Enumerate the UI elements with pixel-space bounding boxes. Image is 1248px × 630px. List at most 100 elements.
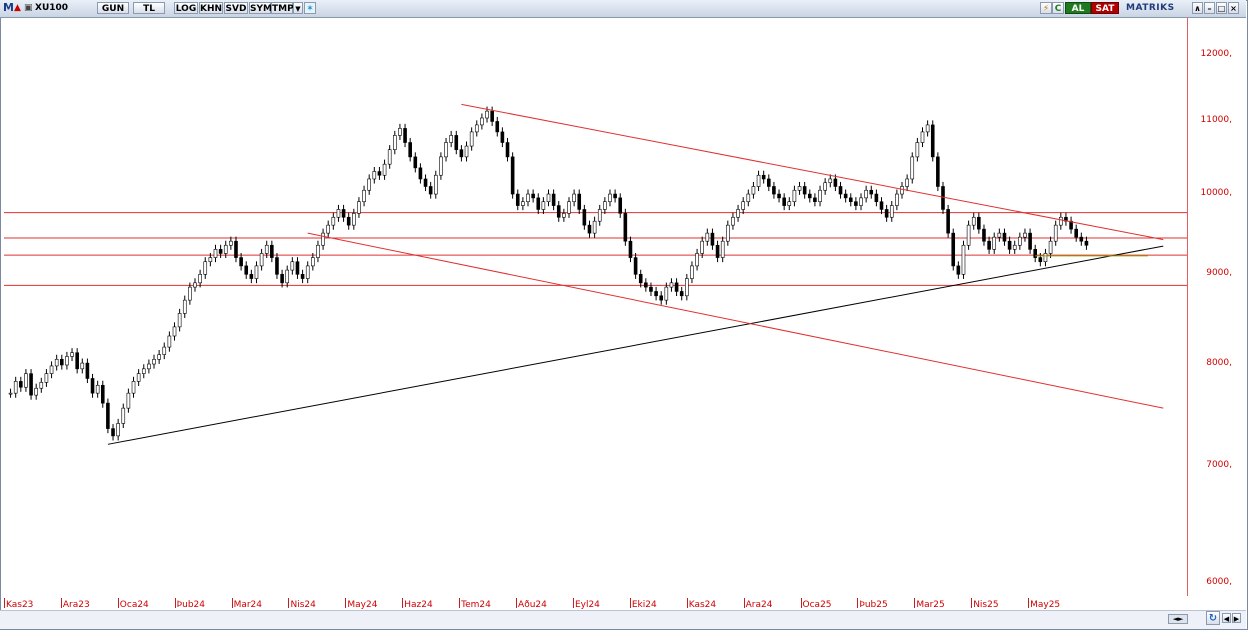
time-tick-label: Nis25 <box>973 600 999 610</box>
candle-body <box>956 265 961 275</box>
maximize-icon[interactable]: □ <box>1216 2 1227 14</box>
period-button[interactable]: GUN <box>97 2 129 14</box>
al-button[interactable]: AL <box>1065 2 1091 14</box>
sym-button[interactable]: SYM <box>249 2 272 14</box>
candle-body <box>536 197 541 210</box>
candle-body <box>551 193 556 206</box>
time-tick-mark <box>743 598 745 608</box>
candle-body <box>541 201 546 210</box>
log-button[interactable]: LOG <box>174 2 198 14</box>
candle-body <box>1053 224 1058 242</box>
candle-body <box>592 220 597 234</box>
candle-body <box>454 135 459 150</box>
candle-body <box>126 392 131 409</box>
tmp-button[interactable]: TMP <box>271 2 294 14</box>
dropdown-arrow-icon[interactable]: ▼ <box>293 2 303 14</box>
minimize-icon[interactable]: – <box>1204 2 1215 14</box>
candle-body <box>736 209 740 218</box>
candle-body <box>136 373 141 382</box>
candle-body <box>213 249 218 258</box>
candle-body <box>398 128 402 136</box>
candle-body <box>726 224 730 242</box>
candle-body <box>556 205 561 218</box>
candle-body <box>19 381 23 388</box>
candle-body <box>690 265 694 279</box>
candle-body <box>490 110 494 122</box>
candle-body <box>746 193 751 203</box>
khn-button[interactable]: KHN <box>199 2 223 14</box>
candle-body <box>971 216 976 226</box>
time-tick-label: Eyl24 <box>574 600 600 610</box>
candle-body <box>720 240 725 258</box>
candle-body <box>1084 240 1089 246</box>
candle-body <box>982 228 986 242</box>
candle-body <box>900 186 904 195</box>
price-chart[interactable] <box>4 18 1188 596</box>
candle-body <box>162 346 167 355</box>
candle-body <box>577 193 582 210</box>
close-icon[interactable]: × <box>1228 2 1239 14</box>
candle-body <box>131 381 136 394</box>
symbol-pick-icon[interactable]: ▣ <box>24 3 33 13</box>
candle-body <box>603 201 607 210</box>
candle-body <box>141 368 146 374</box>
candle-body <box>1012 244 1017 250</box>
time-tick-label: Ara24 <box>745 600 773 610</box>
candle-body <box>408 142 412 158</box>
candle-body <box>44 373 49 383</box>
candle-body <box>510 156 515 195</box>
candle-body <box>8 392 13 395</box>
scroll-right-icon[interactable]: ▶ <box>1232 613 1241 623</box>
candle-body <box>85 362 90 379</box>
candle-body <box>859 197 863 206</box>
candle-body <box>13 381 18 394</box>
refresh-icon[interactable]: ↻ <box>1206 611 1220 625</box>
candle-body <box>54 358 59 367</box>
candle-body <box>777 193 781 199</box>
app-logo: M <box>3 1 14 14</box>
candle-body <box>731 216 735 226</box>
flash-icon[interactable]: ⚡ <box>1040 2 1052 14</box>
pin-icon[interactable]: ∧ <box>1192 2 1203 14</box>
candle-body <box>521 201 525 206</box>
candle-body <box>710 232 715 246</box>
candle-body <box>336 209 341 218</box>
time-tick-mark <box>231 598 233 608</box>
price-tick-label: 8000, <box>1206 358 1232 369</box>
candle-body <box>439 156 443 176</box>
candle-body <box>772 186 776 195</box>
scroll-left-icon[interactable]: ◀ <box>1222 613 1231 623</box>
candle-body <box>331 216 336 226</box>
twitter-icon[interactable]: ✶ <box>304 2 316 14</box>
candle-body <box>147 363 151 370</box>
currency-button[interactable]: TL <box>133 2 165 14</box>
time-tick-label: Nis24 <box>290 600 316 610</box>
candle-body <box>649 286 653 292</box>
chart-type-icon[interactable]: ▲ <box>14 3 21 13</box>
candle-body <box>500 131 505 143</box>
price-tick-label: 6000, <box>1206 577 1232 588</box>
candle-body <box>65 356 69 366</box>
svd-button[interactable]: SVD <box>224 2 248 14</box>
candle-body <box>920 131 925 143</box>
candle-body <box>782 197 786 206</box>
time-tick-mark <box>60 598 62 608</box>
sat-button[interactable]: SAT <box>1091 2 1119 14</box>
candle-body <box>59 358 64 366</box>
candle-body <box>198 274 202 284</box>
candle-body <box>95 384 100 394</box>
candle-body <box>531 193 535 199</box>
scroll-handle[interactable]: ◄► <box>1168 614 1188 624</box>
candle-body <box>254 265 259 279</box>
price-tick-label: 7000, <box>1206 459 1232 470</box>
candle-body <box>244 265 249 275</box>
candle-body <box>485 110 489 119</box>
time-tick-mark <box>857 598 859 608</box>
candle-body <box>792 189 797 203</box>
candle-body <box>280 274 284 284</box>
c-button[interactable]: C <box>1052 2 1064 14</box>
symbol-label[interactable]: XU100 <box>35 3 69 13</box>
candle-body <box>377 171 382 176</box>
candle-body <box>895 193 899 206</box>
candle-body <box>188 286 192 301</box>
